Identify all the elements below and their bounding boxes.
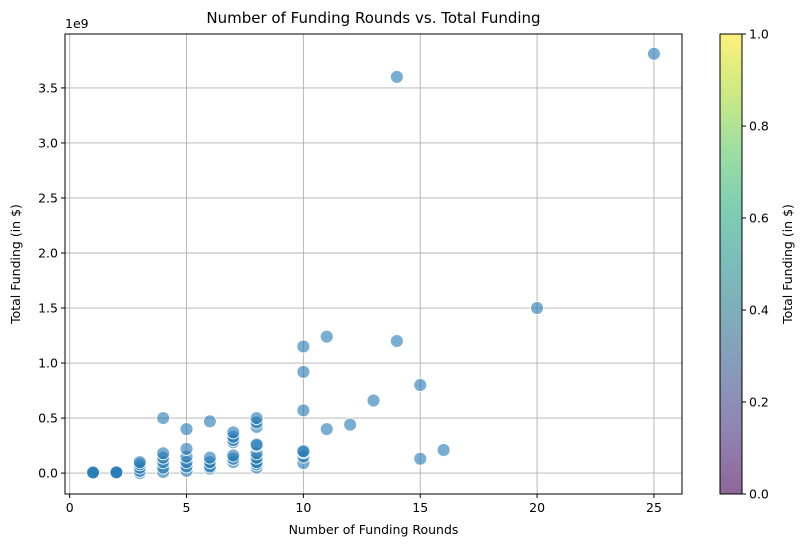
colorbar-tick-label: 1.0 <box>749 27 769 42</box>
colorbar: 0.0 0.2 0.4 0.6 0.8 1.0 Total Funding (in $) <box>719 27 795 502</box>
chart-title: Number of Funding Rounds vs. Total Fundi… <box>206 9 540 27</box>
data-point <box>156 446 171 461</box>
data-point <box>319 329 334 344</box>
y-tick-label: 3.0 <box>38 135 58 150</box>
data-point <box>413 451 428 466</box>
data-point <box>389 69 404 84</box>
data-point <box>296 444 311 459</box>
data-point <box>319 422 334 437</box>
data-point <box>296 339 311 354</box>
data-point <box>296 403 311 418</box>
y-tick-label: 0.5 <box>38 411 58 426</box>
data-point <box>296 364 311 379</box>
data-point <box>179 441 194 456</box>
x-tick-label: 15 <box>412 500 428 515</box>
x-axis-ticks: 0 5 10 15 20 25 <box>66 494 662 515</box>
x-tick-label: 25 <box>646 500 662 515</box>
data-point <box>86 465 101 480</box>
data-point <box>249 411 264 426</box>
x-tick-label: 0 <box>66 500 74 515</box>
y-axis-offset-label: 1e9 <box>65 16 89 31</box>
data-point <box>202 450 217 465</box>
colorbar-label: Total Funding (in $) <box>780 204 795 325</box>
data-points <box>86 46 661 481</box>
x-tick-label: 10 <box>295 500 311 515</box>
x-tick-label: 20 <box>529 500 545 515</box>
y-axis-label: Total Funding (in $) <box>8 204 23 325</box>
grid <box>65 34 682 494</box>
x-axis-label: Number of Funding Rounds <box>289 522 459 537</box>
data-point <box>226 448 241 463</box>
y-tick-label: 2.0 <box>38 245 58 260</box>
y-axis-ticks: 0.0 0.5 1.0 1.5 2.0 2.5 3.0 3.5 <box>38 80 65 481</box>
data-point <box>646 46 661 61</box>
plot-frame <box>64 33 683 495</box>
colorbar-tick-label: 0.8 <box>749 119 769 134</box>
data-point <box>156 411 171 426</box>
data-point <box>389 334 404 349</box>
colorbar-tick-label: 0.0 <box>749 487 769 502</box>
x-tick-label: 5 <box>183 500 191 515</box>
colorbar-gradient <box>720 34 742 494</box>
data-point <box>202 414 217 429</box>
y-tick-label: 1.0 <box>38 356 58 371</box>
data-point <box>343 417 358 432</box>
data-point <box>436 442 451 457</box>
data-point <box>413 378 428 393</box>
y-tick-label: 2.5 <box>38 190 58 205</box>
colorbar-tick-label: 0.4 <box>749 303 769 318</box>
colorbar-tick-label: 0.2 <box>749 395 769 410</box>
data-point <box>109 465 124 480</box>
data-point <box>179 422 194 437</box>
data-point <box>530 301 545 316</box>
colorbar-ticks: 0.0 0.2 0.4 0.6 0.8 1.0 <box>742 27 769 502</box>
data-point <box>366 393 381 408</box>
colorbar-frame <box>719 33 743 495</box>
colorbar-tick-label: 0.6 <box>749 211 769 226</box>
y-tick-label: 3.5 <box>38 80 58 95</box>
data-point <box>249 437 264 452</box>
y-tick-label: 1.5 <box>38 301 58 316</box>
data-point <box>226 425 241 440</box>
y-tick-label: 0.0 <box>38 466 58 481</box>
data-point <box>132 455 147 470</box>
